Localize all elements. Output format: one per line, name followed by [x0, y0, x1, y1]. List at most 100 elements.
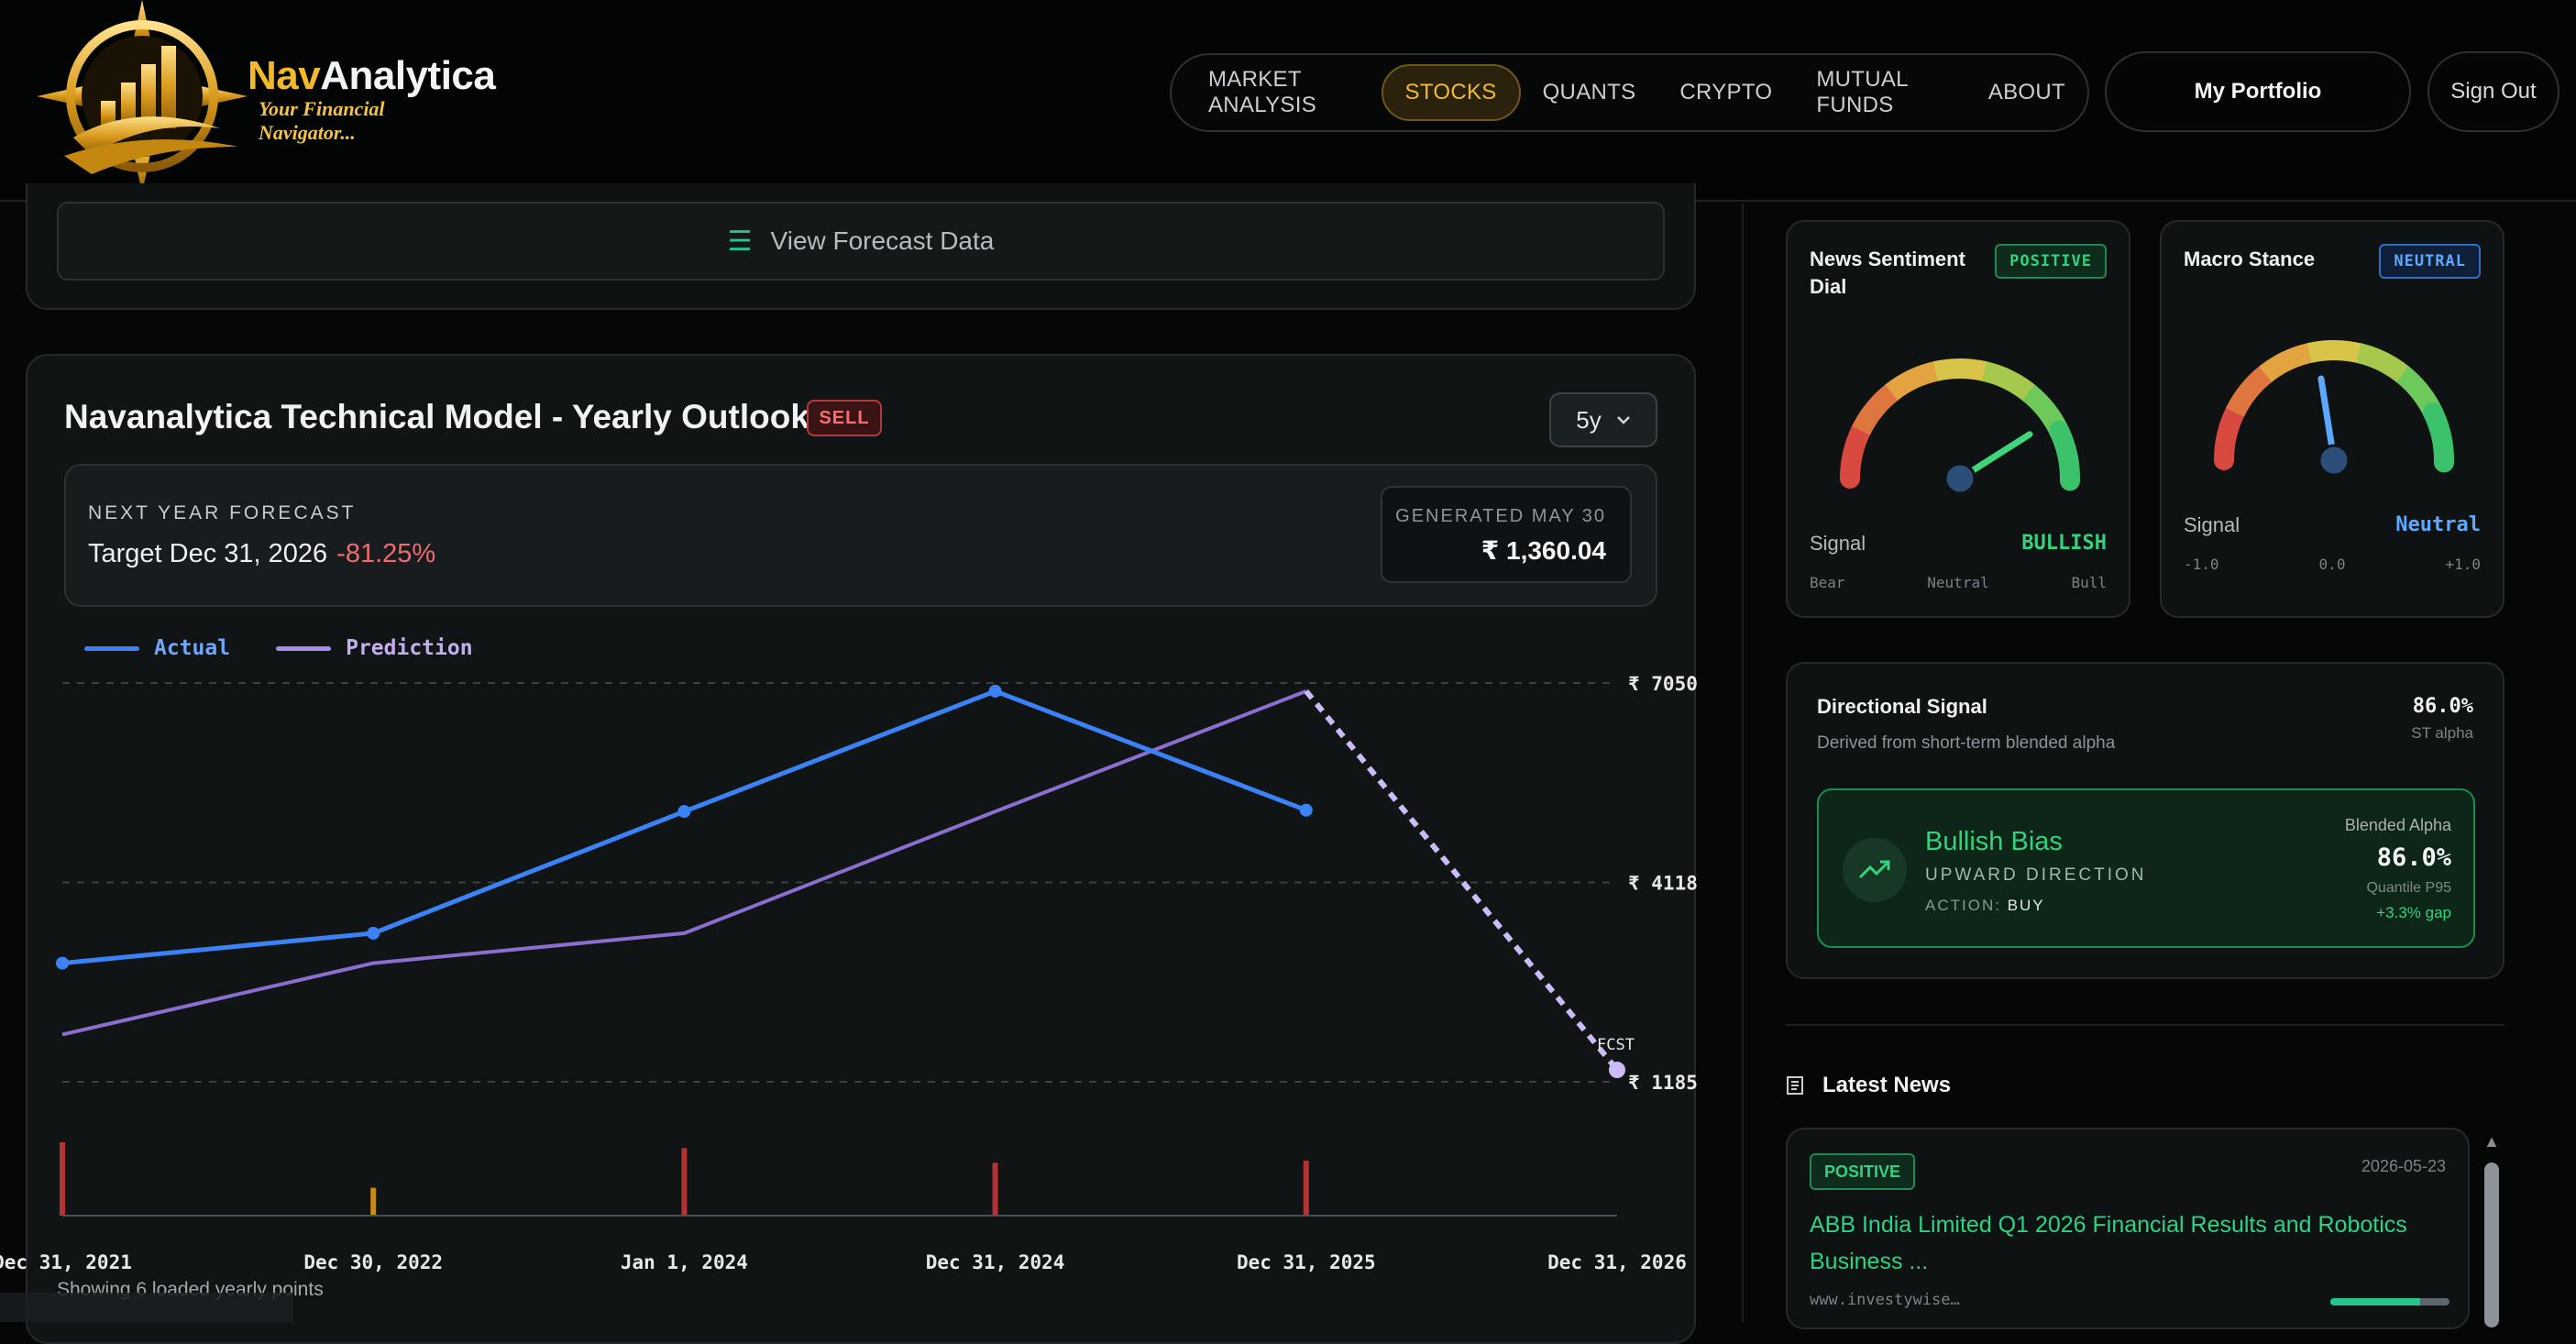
scroll-thumb[interactable]	[2484, 1162, 2499, 1327]
sentiment-signal-label: Signal	[1810, 532, 1866, 555]
legend-prediction-swatch	[276, 645, 332, 651]
bias-action: ACTION: BUY	[1925, 897, 2045, 915]
chart-title: Navanalytica Technical Model - Yearly Ou…	[64, 398, 809, 435]
forecast-marker-label: FCST	[1597, 1036, 1635, 1054]
macro-signal-row: Signal Neutral	[2184, 513, 2481, 537]
divider	[1786, 1024, 2504, 1026]
scroll-up-icon[interactable]: ▲	[2483, 1131, 2500, 1151]
y-tick-label: ₹ 1185	[1628, 1072, 1698, 1094]
prediction-line	[61, 689, 1307, 1037]
macro-badge: NEUTRAL	[2379, 244, 2481, 279]
target-text: Target Dec 31, 2026 -81.25%	[88, 539, 435, 569]
target-change: -81.25%	[336, 539, 436, 568]
target-label: Target Dec 31, 2026	[88, 539, 328, 568]
gauge-segment	[1885, 360, 1941, 401]
blend-gap: +3.3% gap	[2376, 904, 2451, 921]
legend-actual[interactable]: Actual	[84, 636, 230, 660]
generated-label: GENERATED MAY 30	[1395, 506, 1606, 526]
bias-title: Bullish Bias	[1925, 827, 2063, 856]
brand-prefix: Nav	[248, 53, 321, 98]
legend-prediction[interactable]: Prediction	[276, 636, 473, 660]
chart-legend: Actual Prediction	[84, 636, 473, 660]
actual-point	[1299, 803, 1313, 817]
nav-about[interactable]: ABOUT	[1987, 80, 2065, 105]
directional-signal-card: Directional Signal Derived from short-te…	[1786, 662, 2504, 979]
macro-title: Macro Stance	[2184, 248, 2316, 270]
volume-bar	[370, 1187, 377, 1216]
nav-quants[interactable]: QUANTS	[1542, 80, 1636, 105]
my-portfolio-button[interactable]: My Portfolio	[2105, 51, 2411, 132]
status-tooltip	[0, 1293, 293, 1322]
gauge-segment	[2049, 420, 2080, 491]
news-source: www.investywise…	[1810, 1291, 1960, 1309]
sentiment-title: News Sentiment Dial	[1810, 248, 1965, 298]
view-forecast-button[interactable]: ☰ View Forecast Data	[57, 202, 1665, 281]
news-scrollbar[interactable]: ▲	[2481, 1129, 2503, 1327]
sign-out-button[interactable]: Sign Out	[2427, 51, 2559, 132]
x-tick-label: Dec 31, 2025	[1237, 1251, 1376, 1273]
news-headline-link[interactable]: ABB India Limited Q1 2026 Financial Resu…	[1810, 1212, 2407, 1274]
news-card[interactable]: POSITIVE 2026-05-23 ABB India Limited Q1…	[1786, 1128, 2470, 1329]
nav-mutual-funds[interactable]: MUTUAL FUNDS	[1816, 67, 1908, 117]
scale-mid: 0.0	[2318, 556, 2346, 573]
legend-prediction-label: Prediction	[346, 636, 473, 660]
compass-logo-icon	[37, 0, 248, 193]
actual-point	[56, 956, 69, 970]
generated-box: GENERATED MAY 30 ₹ 1,360.04	[1381, 486, 1632, 583]
sentiment-gauge	[1840, 358, 2080, 495]
gauge-segment	[2214, 400, 2246, 470]
blend-label: Blended Alpha	[2344, 816, 2451, 834]
blend-value: 86.0%	[2376, 843, 2451, 872]
macro-signal-value: Neutral	[2395, 513, 2481, 536]
sentiment-signal-row: Signal BULLISH	[1810, 532, 2107, 556]
legend-actual-label: Actual	[154, 636, 231, 660]
sentiment-scale: Bear Neutral Bull	[1810, 574, 2107, 591]
range-select[interactable]: 5y	[1549, 392, 1657, 447]
x-tick-label: Jan 1, 2024	[621, 1251, 748, 1273]
brand-logo[interactable]: NavAnalytica Your Financial Navigator...	[28, 0, 496, 193]
gauge-segment	[1840, 418, 1872, 489]
volume-bar	[992, 1162, 998, 1216]
gauge-segment	[2225, 364, 2274, 417]
gauge-hub	[2317, 444, 2350, 477]
trending-up-icon	[1843, 838, 1907, 902]
signal-badge: SELL	[807, 400, 882, 436]
actual-point	[677, 805, 691, 819]
y-tick-label: ₹ 7050	[1628, 673, 1698, 695]
view-forecast-label: View Forecast Data	[770, 226, 995, 255]
main-nav: MARKET ANALYSIS STOCKS QUANTS CRYPTO MUT…	[1170, 53, 2089, 132]
x-tick-label: Dec 31, 2021	[0, 1251, 132, 1273]
gauge-hub	[1943, 462, 1976, 495]
scale-bear: Bear	[1810, 574, 1845, 591]
top-header: NavAnalytica Your Financial Navigator...…	[0, 0, 2576, 202]
volume-bar	[681, 1148, 688, 1216]
gauge-segment	[1851, 382, 1900, 435]
actual-point	[988, 684, 1002, 698]
gauge-segment	[2259, 342, 2315, 382]
list-icon: ☰	[727, 226, 753, 257]
volume-bar	[1303, 1161, 1309, 1216]
macro-signal-label: Signal	[2184, 513, 2240, 536]
directional-subtitle: Derived from short-term blended alpha	[1817, 733, 2116, 753]
bias-box: Bullish Bias UPWARD DIRECTION ACTION: BU…	[1817, 788, 2475, 948]
action-value: BUY	[2007, 897, 2045, 914]
nav-stocks[interactable]: STOCKS	[1381, 64, 1521, 121]
sentiment-badge: POSITIVE	[1995, 244, 2107, 279]
directional-value: 86.0%	[2412, 695, 2473, 718]
news-score-bar	[2330, 1298, 2449, 1305]
gauge-segment	[2306, 340, 2363, 364]
gauge-segment	[1932, 358, 1989, 382]
latest-news-header: Latest News	[1786, 1073, 1951, 1098]
volume-bar	[60, 1142, 65, 1216]
actual-point	[367, 926, 380, 940]
newspaper-icon	[1787, 1076, 1803, 1095]
nav-market-analysis[interactable]: MARKET ANALYSIS	[1208, 67, 1317, 117]
x-tick-label: Dec 30, 2022	[303, 1251, 443, 1273]
directional-title: Directional Signal	[1817, 695, 1987, 718]
generated-value: ₹ 1,360.04	[1481, 536, 1606, 565]
legend-actual-swatch	[84, 645, 139, 651]
news-date: 2026-05-23	[2361, 1157, 2446, 1175]
nav-crypto[interactable]: CRYPTO	[1679, 80, 1773, 105]
news-sentiment-badge: POSITIVE	[1810, 1153, 1916, 1190]
